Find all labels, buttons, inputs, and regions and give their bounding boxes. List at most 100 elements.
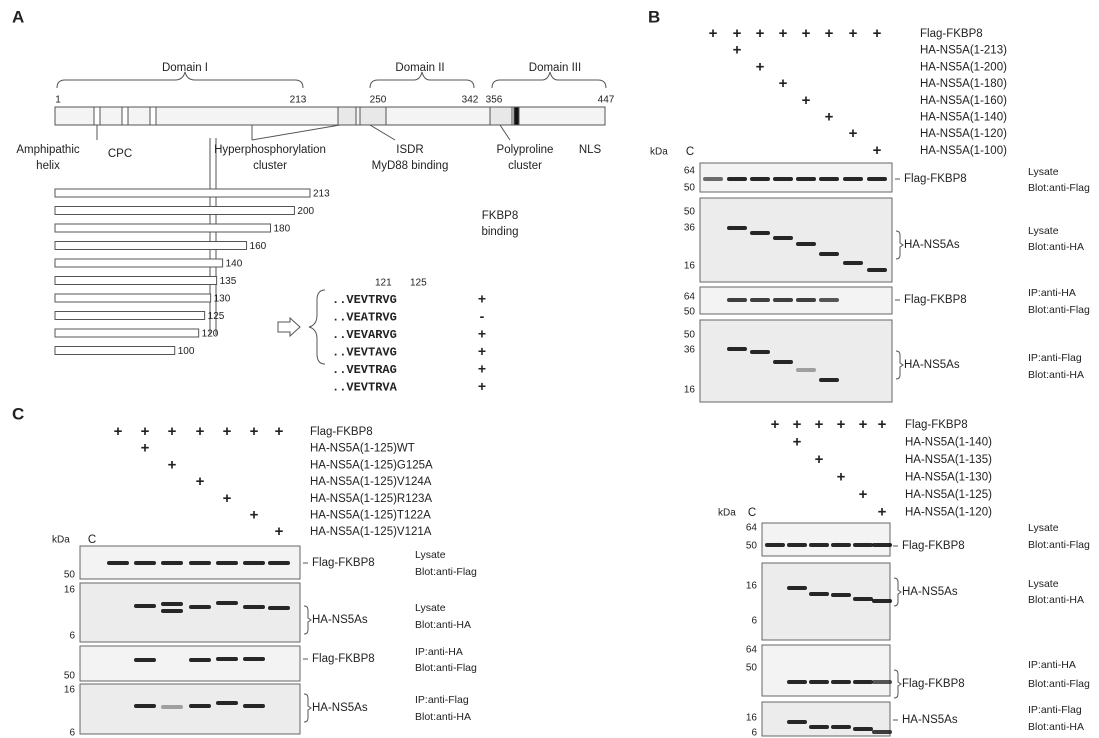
band <box>787 720 807 724</box>
marker-label: 6 <box>69 631 75 642</box>
construct-bar <box>55 347 175 355</box>
condition-label: Blot:anti-HA <box>1028 241 1084 253</box>
marker-label: 64 <box>684 292 696 303</box>
condition-label: Lysate <box>1028 225 1059 237</box>
position-label: 250 <box>370 95 387 106</box>
treatment-sign: + <box>141 423 150 440</box>
position-label: 447 <box>598 95 615 106</box>
band <box>843 261 863 265</box>
band <box>819 378 839 382</box>
sequence: ..VEVTAVG <box>332 346 397 360</box>
treatment-label: HA-NS5A(1-125)T122A <box>310 510 431 522</box>
sequence: ..VEVTRVG <box>332 293 397 307</box>
band <box>243 657 265 661</box>
marker-label: 16 <box>684 261 696 272</box>
treatment-sign: + <box>275 423 284 440</box>
band <box>243 605 265 609</box>
band <box>853 727 873 731</box>
band <box>872 730 892 734</box>
band <box>161 705 183 709</box>
band <box>853 597 873 601</box>
construct-label: 213 <box>313 189 330 200</box>
band <box>831 725 851 729</box>
band <box>773 236 793 240</box>
treatment-sign: + <box>779 25 788 42</box>
band <box>243 704 265 708</box>
feature-label: Hyperphosphorylation <box>214 144 326 156</box>
band <box>216 701 238 705</box>
feature-label: Amphipathic <box>16 144 80 156</box>
condition-label: Blot:anti-HA <box>1028 594 1084 606</box>
band <box>703 177 723 181</box>
feature-label: cluster <box>253 160 287 172</box>
band <box>727 298 747 302</box>
band-label: HA-NS5As <box>312 702 368 714</box>
band <box>727 226 747 230</box>
panel-label: B <box>648 7 660 26</box>
treatment-label: HA-NS5A(1-180) <box>920 78 1007 90</box>
blot <box>80 583 300 642</box>
band <box>161 602 183 606</box>
band <box>750 298 770 302</box>
construct-label: 135 <box>220 276 237 287</box>
band <box>243 561 265 565</box>
band <box>787 680 807 684</box>
treatment-label: HA-NS5A(1-125)R123A <box>310 493 432 505</box>
band-label: Flag-FKBP8 <box>904 294 967 306</box>
band-label: Flag-FKBP8 <box>904 173 967 185</box>
construct-label: 200 <box>297 206 314 217</box>
band <box>268 561 290 565</box>
treatment-sign: + <box>849 25 858 42</box>
band <box>809 680 829 684</box>
treatment-sign: + <box>793 416 802 433</box>
treatment-sign: + <box>825 25 834 42</box>
treatment-label: HA-NS5A(1-125)WT <box>310 443 415 455</box>
band <box>773 298 793 302</box>
condition-label: Blot:anti-Flag <box>1028 539 1090 551</box>
treatment-sign: + <box>709 25 718 42</box>
band <box>796 368 816 372</box>
treatment-label: HA-NS5A(1-140) <box>905 437 992 449</box>
motif <box>360 107 386 125</box>
condition-label: IP:anti-Flag <box>415 694 469 706</box>
treatment-label: HA-NS5A(1-100) <box>920 145 1007 157</box>
residue-label: 125 <box>410 278 427 289</box>
band <box>773 177 793 181</box>
band <box>809 543 829 547</box>
marker-label: 50 <box>684 330 696 341</box>
treatment-sign: + <box>859 416 868 433</box>
construct-bar <box>55 259 223 267</box>
treatment-sign: + <box>873 142 882 159</box>
treatment-sign: + <box>196 473 205 490</box>
band <box>216 601 238 605</box>
band <box>773 360 793 364</box>
feature-label: Polyproline <box>497 144 554 156</box>
band <box>819 177 839 181</box>
marker-label: 16 <box>746 581 758 592</box>
position-label: 356 <box>486 95 503 106</box>
condition-label: Blot:anti-Flag <box>1028 304 1090 316</box>
marker-label: 64 <box>746 645 758 656</box>
condition-label: Lysate <box>1028 578 1059 590</box>
marker-label: 36 <box>684 223 696 234</box>
band <box>872 543 892 547</box>
motif <box>490 107 512 125</box>
marker-label: 16 <box>64 585 76 596</box>
construct-bar <box>55 242 247 250</box>
band <box>134 604 156 608</box>
band <box>750 350 770 354</box>
feature-label: ISDR <box>396 144 423 156</box>
treatment-label: HA-NS5A(1-120) <box>920 128 1007 140</box>
treatment-label: Flag-FKBP8 <box>905 419 968 431</box>
treatment-sign: + <box>733 42 742 59</box>
band <box>765 543 785 547</box>
sequence: ..VEVARVG <box>332 328 397 342</box>
marker-label: 50 <box>684 307 696 318</box>
band <box>853 543 873 547</box>
band <box>189 605 211 609</box>
construct-bar <box>55 207 294 215</box>
kda-label: kDa <box>718 508 736 519</box>
treatment-sign: + <box>250 506 259 523</box>
band <box>189 658 211 662</box>
feature-label: cluster <box>508 160 542 172</box>
